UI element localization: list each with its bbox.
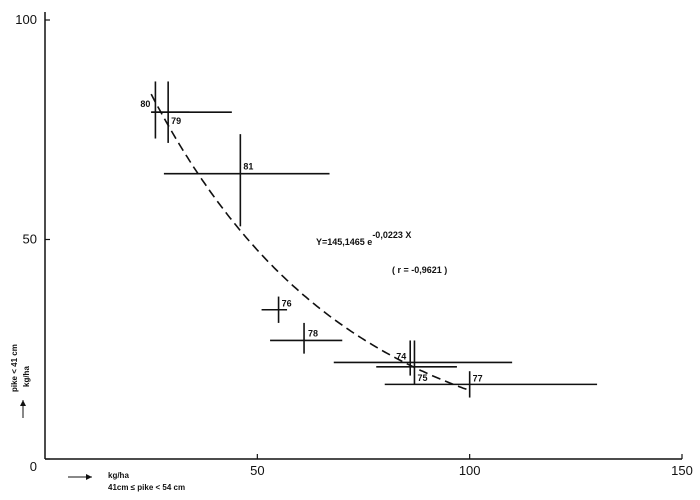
fit-equation: Y=145,1465 e-0,0223 X [316, 230, 411, 247]
point-label: 79 [171, 116, 181, 126]
x-tick-label: 100 [459, 463, 481, 478]
point-label: 74 [396, 351, 406, 361]
axes: 50 100 150 0 50 100 [15, 12, 693, 480]
x-axis-arrowhead [86, 474, 92, 480]
annotations-group: Y=145,1465 e-0,0223 X ( r = -0,9621 ) kg… [10, 230, 447, 492]
point-label: 81 [243, 162, 253, 172]
point-label: 80 [140, 99, 150, 109]
data-points-group: 80 79 81 76 78 74 75 77 [140, 81, 598, 398]
y-tick-label: 50 [23, 232, 37, 247]
y-axis-title-line-2: kg/ha [22, 366, 31, 387]
fit-equation-base: Y=145,1465 e [316, 237, 372, 247]
x-axis-title: kg/ha 41cm ≤ pike < 54 cm [108, 471, 185, 492]
data-point-74: 74 [333, 340, 513, 376]
point-label: 78 [308, 328, 318, 338]
point-label: 77 [473, 373, 483, 383]
data-point-80: 80 [140, 81, 190, 139]
fit-curve [150, 93, 470, 392]
point-label: 76 [282, 299, 292, 309]
fit-equation-exponent: -0,0223 X [372, 230, 411, 240]
y-axis-title-line-1: pike < 41 cm [10, 344, 19, 392]
data-point-77: 77 [384, 371, 598, 398]
data-point-79: 79 [151, 81, 232, 143]
data-point-78: 78 [270, 322, 343, 354]
data-point-76: 76 [261, 296, 292, 323]
data-point-81: 81 [163, 134, 330, 227]
y-axis-arrowhead [20, 400, 26, 406]
fit-curve-group [150, 93, 470, 392]
correlation-label: ( r = -0,9621 ) [392, 265, 447, 275]
y-axis-title: pike < 41 cm kg/ha [10, 344, 31, 392]
x-tick-label: 50 [250, 463, 264, 478]
y-tick-label: 0 [30, 459, 37, 474]
data-point-75: 75 [376, 340, 457, 385]
x-axis-title-line-2: 41cm ≤ pike < 54 cm [108, 483, 185, 492]
x-axis-title-line-1: kg/ha [108, 471, 129, 480]
point-label: 75 [417, 373, 427, 383]
y-tick-label: 100 [15, 12, 37, 27]
x-tick-label: 150 [671, 463, 693, 478]
